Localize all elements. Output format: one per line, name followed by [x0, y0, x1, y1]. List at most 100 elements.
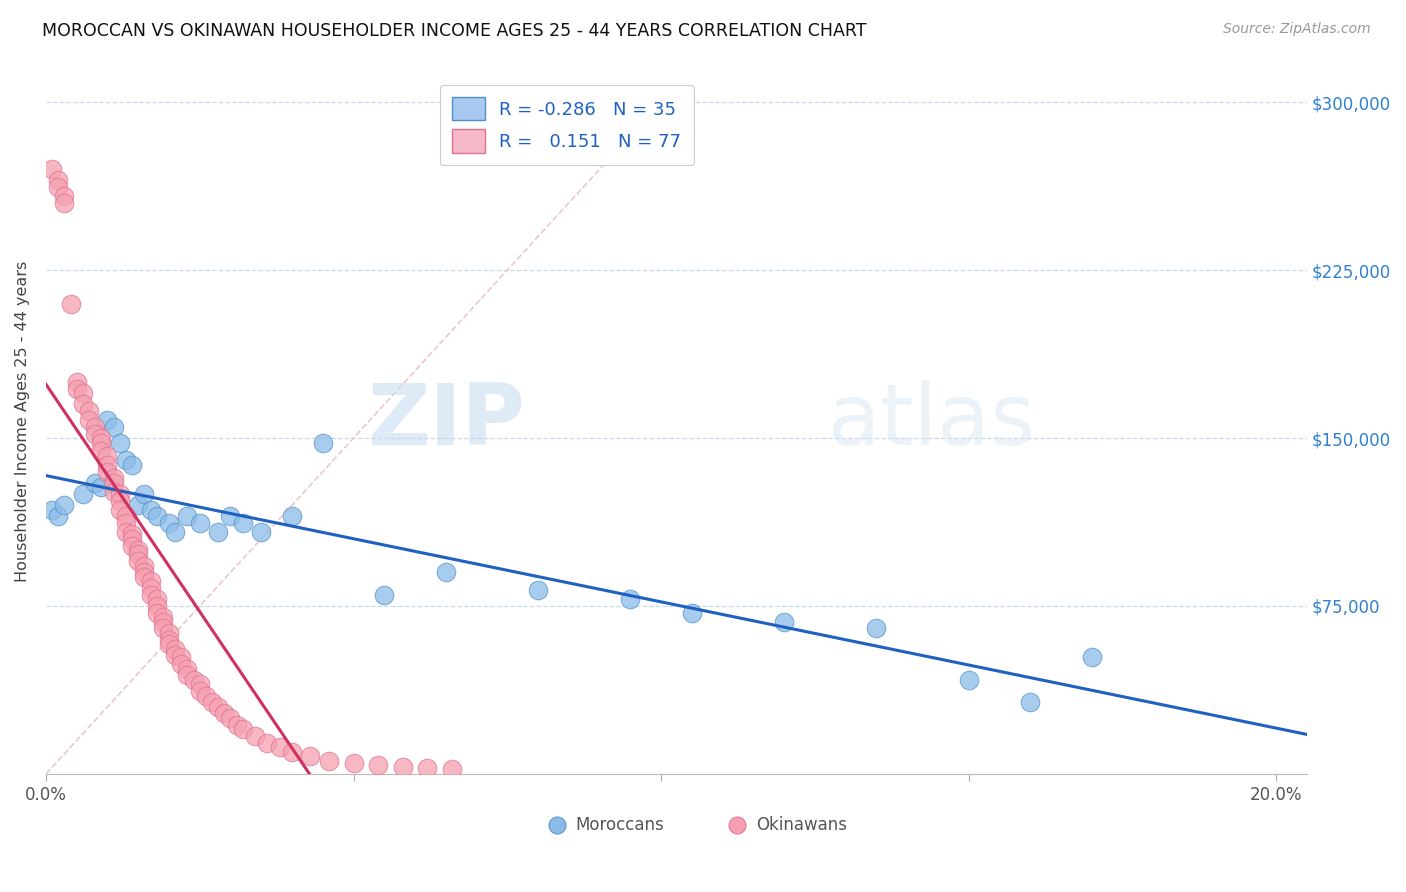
Point: [115, 453, 138, 467]
Point: [46, 180, 69, 194]
Point: [773, 615, 796, 629]
Point: [139, 502, 162, 516]
Point: [243, 729, 266, 743]
Point: [96, 458, 118, 472]
Point: [176, 509, 198, 524]
Point: [214, 706, 236, 721]
Point: [188, 677, 211, 691]
Point: [41, 502, 63, 516]
Point: [232, 516, 254, 530]
Point: [139, 581, 162, 595]
Point: [127, 543, 149, 558]
Point: [165, 648, 187, 663]
Point: [232, 722, 254, 736]
Point: [121, 458, 143, 472]
Point: [219, 509, 242, 524]
Point: [373, 588, 395, 602]
Point: [157, 516, 180, 530]
Point: [865, 621, 887, 635]
Point: [183, 673, 205, 687]
Point: [53, 498, 76, 512]
Point: [66, 375, 89, 389]
Point: [103, 484, 125, 499]
Point: [134, 487, 156, 501]
Point: [72, 487, 94, 501]
Point: [134, 570, 156, 584]
Point: [127, 548, 149, 562]
Point: [46, 173, 69, 187]
Point: [108, 493, 131, 508]
Point: [176, 662, 198, 676]
Point: [342, 756, 364, 770]
Point: [391, 760, 413, 774]
Point: [281, 745, 304, 759]
Point: [145, 509, 167, 524]
Point: [157, 632, 180, 647]
Point: [318, 754, 340, 768]
Point: [416, 761, 439, 775]
Point: [41, 162, 63, 177]
Point: [121, 539, 143, 553]
Point: [84, 420, 107, 434]
Point: [188, 684, 211, 698]
Point: [115, 516, 138, 530]
Point: [152, 615, 174, 629]
Point: [72, 386, 94, 401]
Point: [108, 502, 131, 516]
Point: [269, 740, 291, 755]
Point: [440, 763, 463, 777]
Point: [225, 717, 247, 731]
Text: ZIP: ZIP: [367, 380, 524, 463]
Point: [96, 413, 118, 427]
Point: [53, 189, 76, 203]
Point: [53, 195, 76, 210]
Point: [84, 426, 107, 441]
Point: [90, 431, 112, 445]
Point: [250, 525, 273, 540]
Point: [527, 583, 550, 598]
Point: [207, 525, 229, 540]
Text: atlas: atlas: [828, 380, 1036, 463]
Point: [103, 471, 125, 485]
Point: [201, 695, 224, 709]
Point: [281, 509, 304, 524]
Text: Source: ZipAtlas.com: Source: ZipAtlas.com: [1223, 22, 1371, 37]
Point: [256, 736, 278, 750]
Point: [96, 465, 118, 479]
Point: [90, 480, 112, 494]
Text: Okinawans: Okinawans: [756, 816, 846, 834]
Point: [96, 449, 118, 463]
Point: [681, 606, 703, 620]
Point: [312, 435, 335, 450]
Point: [152, 621, 174, 635]
Text: Moroccans: Moroccans: [575, 816, 664, 834]
Point: [145, 592, 167, 607]
Point: [170, 650, 193, 665]
Point: [145, 606, 167, 620]
Point: [90, 444, 112, 458]
Point: [434, 566, 457, 580]
Point: [157, 625, 180, 640]
Point: [299, 749, 322, 764]
Point: [72, 397, 94, 411]
Point: [103, 475, 125, 490]
Point: [77, 404, 100, 418]
Point: [165, 641, 187, 656]
Point: [188, 516, 211, 530]
Point: [127, 498, 149, 512]
Point: [134, 566, 156, 580]
Point: [115, 525, 138, 540]
Point: [115, 509, 138, 524]
Point: [121, 527, 143, 541]
Point: [1019, 695, 1042, 709]
Point: [84, 475, 107, 490]
Point: [66, 382, 89, 396]
Point: [1080, 650, 1102, 665]
Point: [207, 699, 229, 714]
Point: [619, 592, 641, 607]
Point: [103, 420, 125, 434]
Point: [139, 588, 162, 602]
Point: [170, 657, 193, 672]
Point: [219, 711, 242, 725]
Y-axis label: Householder Income Ages 25 - 44 years: Householder Income Ages 25 - 44 years: [15, 260, 30, 582]
